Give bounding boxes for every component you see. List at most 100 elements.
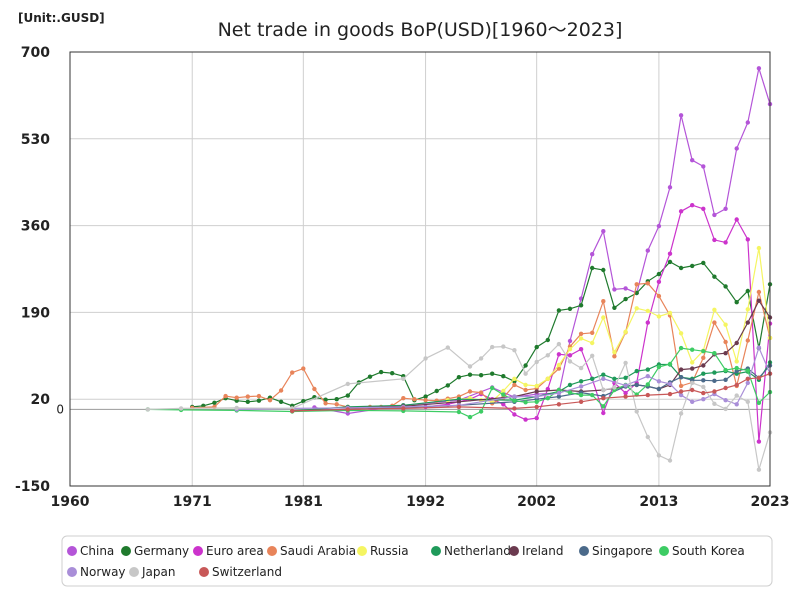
legend-swatch [193,546,203,556]
data-point [645,308,650,314]
data-point [701,164,706,169]
data-point [578,392,584,398]
data-point [690,387,695,393]
x-tick-label: 2002 [517,494,556,510]
legend-label: Ireland [522,544,564,558]
data-point [745,320,750,325]
data-point [734,382,739,388]
data-point [545,376,550,381]
data-point [667,259,673,265]
series-switzerland [290,371,773,414]
data-point [334,397,339,402]
legend-label: Singapore [592,544,653,558]
legend-item: Norway [67,565,126,579]
data-point [623,360,628,366]
data-point [601,387,606,393]
data-point [234,395,239,400]
data-point [656,314,662,319]
data-point [656,364,662,370]
data-point [567,359,573,364]
data-point [712,401,717,406]
data-point [656,293,662,299]
data-point [590,392,595,398]
data-point [612,305,617,310]
data-point [490,371,495,376]
data-point [578,336,584,341]
data-point [578,379,584,384]
data-point [512,412,517,417]
data-point [556,362,562,368]
data-point [701,260,706,266]
x-tick-label: 1960 [51,494,90,510]
legend-label: Germany [134,544,189,558]
data-point [256,393,262,399]
legend-swatch [199,567,209,577]
data-point [534,415,539,421]
data-point [690,263,695,269]
data-point [456,399,462,404]
data-point [567,353,573,358]
data-point [412,397,417,402]
data-point [601,267,606,273]
data-point [667,185,673,190]
data-point [712,274,717,279]
data-point [445,345,450,350]
x-tick-label: 2013 [639,494,678,510]
data-point [345,393,350,398]
legend-label: Norway [80,565,126,579]
data-point [512,406,517,411]
data-point [556,394,562,399]
data-point [490,344,495,350]
data-point [678,345,684,351]
data-point [701,363,706,368]
legend-frame [61,535,773,587]
data-point [634,290,639,296]
data-point [690,360,695,365]
data-point [612,354,617,359]
data-point [656,279,662,284]
data-point [578,303,584,308]
data-point [645,392,650,398]
data-point [623,394,628,399]
legend-item: China [67,544,114,558]
data-point [712,389,717,394]
data-point [523,382,528,388]
data-point [745,376,750,381]
data-point [745,237,750,242]
data-point [423,394,428,399]
data-point [634,306,639,311]
series-layer [145,66,773,472]
data-point [590,330,595,335]
data-point [601,410,606,416]
data-point [434,388,439,394]
data-point [456,375,462,380]
data-point [578,331,584,336]
data-point [601,315,606,320]
data-point [723,339,728,345]
data-point [234,405,239,411]
data-point [323,401,328,406]
data-point [667,251,673,256]
data-point [723,367,728,373]
x-tick-label: 1992 [406,494,445,510]
data-point [601,376,606,381]
data-point [578,399,584,404]
data-point [278,399,284,404]
data-point [678,331,684,336]
series-line [147,343,771,470]
data-point [590,340,595,346]
data-point [345,407,350,412]
data-point [712,378,717,383]
legend-swatch [579,546,589,556]
data-point [734,340,739,346]
data-point [401,396,406,401]
data-point [478,373,484,378]
legend-label: China [80,544,114,558]
data-point [690,399,695,404]
data-point [501,388,506,394]
data-point [290,370,295,375]
data-point [523,387,528,393]
data-point [723,240,728,245]
data-point [590,376,595,381]
